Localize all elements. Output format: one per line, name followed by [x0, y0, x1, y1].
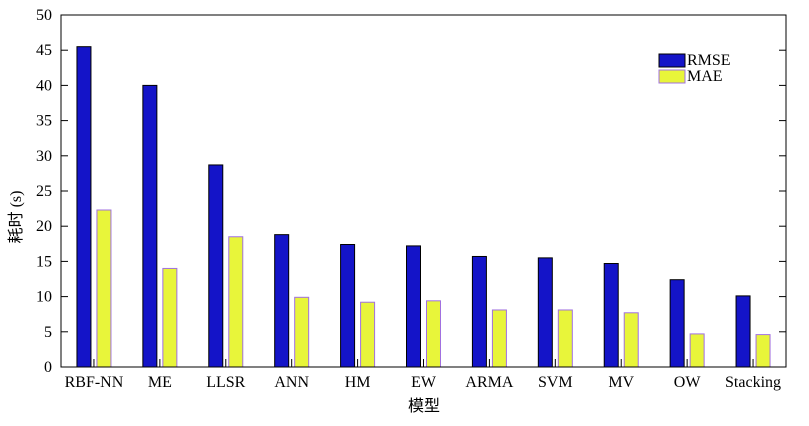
- bar-rmse-rbf-nn: [76, 46, 92, 368]
- bar-mae-ew: [426, 300, 441, 368]
- bar-rmse-mv: [603, 263, 619, 368]
- x-tick-label: ANN: [274, 374, 309, 391]
- y-tick-label: 50: [36, 7, 52, 24]
- legend-swatch-mae: [658, 69, 686, 84]
- bar-rmse-stacking: [735, 295, 751, 368]
- x-tick-label: OW: [674, 374, 702, 391]
- y-tick-label: 15: [36, 253, 52, 270]
- legend-swatch-rmse: [658, 53, 686, 68]
- bar-rmse-llsr: [208, 164, 224, 368]
- bar-mae-ow: [689, 333, 705, 368]
- y-tick-label: 45: [36, 42, 52, 59]
- x-tick-label: EW: [411, 374, 437, 391]
- bar-mae-mv: [623, 312, 639, 368]
- bar-mae-hm: [360, 301, 376, 368]
- bar-rmse-ew: [406, 245, 421, 368]
- x-tick-label: LLSR: [206, 374, 245, 391]
- legend-label-mae: MAE: [687, 68, 723, 85]
- y-tick-label: 25: [36, 183, 52, 200]
- bar-rmse-ann: [274, 234, 290, 368]
- legend-label-rmse: RMSE: [687, 52, 731, 69]
- x-axis-label: 模型: [408, 397, 440, 415]
- y-tick-label: 5: [44, 324, 52, 341]
- x-tick-label: RBF-NN: [65, 374, 124, 391]
- x-axis-ticks: RBF-NN ME LLSR ANN HM EW ARMA SVM MV OW Stacking: [65, 359, 781, 391]
- bar-rmse-svm: [537, 257, 553, 368]
- x-tick-label: Stacking: [725, 374, 781, 391]
- bar-mae-llsr: [228, 236, 244, 368]
- bar-mae-svm: [557, 309, 573, 368]
- bar-mae-arma: [491, 309, 507, 368]
- y-tick-label: 40: [36, 77, 52, 94]
- y-tick-label: 20: [36, 218, 52, 235]
- x-tick-label: ARMA: [465, 374, 513, 391]
- y-axis-ticks: 0 5 10 15 20 25 30 35 40 45 50: [36, 7, 786, 376]
- bar-rmse-hm: [340, 244, 356, 368]
- y-tick-label: 10: [36, 289, 52, 306]
- y-tick-label: 0: [44, 359, 52, 376]
- bar-rmse-me: [142, 84, 158, 368]
- x-tick-label: ME: [148, 374, 172, 391]
- y-tick-label: 35: [36, 113, 52, 130]
- bar-rmse-ow: [669, 279, 685, 368]
- bar-mae-ann: [294, 296, 310, 368]
- bar-mae-stacking: [755, 334, 771, 368]
- bar-mae-me: [162, 267, 178, 368]
- x-tick-label: SVM: [538, 374, 573, 391]
- x-tick-label: HM: [345, 374, 371, 391]
- y-tick-label: 30: [36, 148, 52, 165]
- bars-layer: [76, 46, 771, 368]
- bar-mae-rbf-nn: [96, 209, 112, 368]
- y-axis-label: 耗时 (s): [7, 191, 25, 244]
- bar-rmse-arma: [471, 255, 487, 368]
- x-tick-label: MV: [608, 374, 634, 391]
